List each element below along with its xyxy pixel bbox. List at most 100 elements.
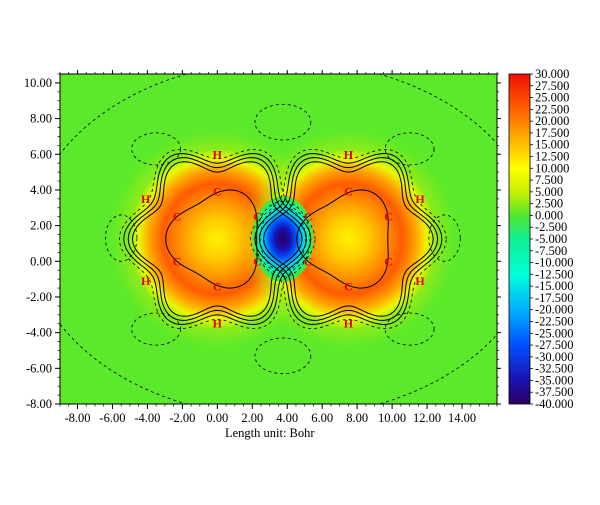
colorbar-label: 7.500 — [535, 173, 563, 187]
y-tick-label: -2.00 — [26, 290, 52, 304]
colorbar-label: -35.000 — [535, 373, 574, 387]
colorbar-label: 0.000 — [535, 208, 563, 222]
contour-line — [254, 337, 312, 375]
atom-label-c: C — [253, 254, 262, 268]
contour-line — [255, 201, 311, 277]
atom-label-c: C — [384, 210, 393, 224]
colorbar-label: 12.500 — [535, 150, 569, 164]
atom-label-c: C — [344, 279, 353, 293]
colorbar-label: -22.500 — [535, 315, 574, 329]
x-tick-label: 4.00 — [276, 411, 298, 425]
contour-line — [254, 152, 443, 326]
y-tick-label: 8.00 — [30, 112, 52, 126]
atom-label-h: H — [213, 317, 223, 331]
density-blobs — [119, 139, 447, 339]
atom-labels: H H H H C C C C C C H H H H C C C C C C — [141, 147, 425, 330]
x-tick-label: -8.00 — [64, 411, 90, 425]
atom-label-c: C — [304, 254, 313, 268]
y-tick-label: -4.00 — [26, 326, 52, 340]
potential-minimum — [252, 196, 314, 282]
contour-line — [131, 312, 182, 346]
atom-label-h: H — [213, 147, 223, 161]
colorbar-label: 27.500 — [535, 79, 569, 93]
y-tick-label: 10.00 — [24, 76, 52, 90]
x-tick-label: -4.00 — [134, 411, 160, 425]
x-axis: -8.00 -6.00 -4.00 -2.00 0.00 2.00 4.00 6.00 8.00… — [59, 70, 498, 425]
y-tick-label: -6.00 — [26, 361, 52, 375]
ring-lobe — [261, 149, 436, 329]
colorbar-label: 5.000 — [535, 185, 563, 199]
colorbar-label: -40.000 — [535, 397, 574, 411]
atom-label-c: C — [173, 210, 182, 224]
colorbar-label: 10.000 — [535, 161, 569, 175]
colorbar-label: -30.000 — [535, 350, 574, 364]
colorbar-label: -15.000 — [535, 279, 574, 293]
atom-label-h: H — [344, 317, 354, 331]
atom-label-h: H — [415, 274, 425, 288]
colorbar-label: 25.000 — [535, 91, 569, 105]
atom-label-c: C — [213, 279, 222, 293]
colorbar-label: -32.500 — [535, 362, 574, 376]
y-tick-label: 2.00 — [30, 219, 52, 233]
x-axis-title: Length unit: Bohr — [225, 426, 315, 440]
contour-line — [296, 189, 389, 289]
x-tick-label: 14.00 — [448, 411, 476, 425]
contour-line — [254, 103, 312, 141]
x-tick-label: -6.00 — [99, 411, 125, 425]
x-tick-label: 8.00 — [346, 411, 368, 425]
colorbar-label: -2.500 — [535, 220, 567, 234]
colorbar-label: 30.000 — [535, 67, 569, 81]
x-tick-label: 12.00 — [413, 411, 441, 425]
x-tick-label: 2.00 — [241, 411, 263, 425]
y-axis: 10.00 8.00 6.00 4.00 2.00 0.00 -2.00 -4.00 -6.00… — [24, 73, 501, 411]
atom-label-c: C — [253, 210, 262, 224]
contour-line — [258, 157, 439, 321]
colorbar-label: 22.500 — [535, 102, 569, 116]
plot-area — [60, 74, 497, 404]
atom-label-h: H — [415, 192, 425, 206]
x-tick-label: 6.00 — [311, 411, 333, 425]
colorbar-label: -7.500 — [535, 244, 567, 258]
contour-line — [384, 132, 435, 166]
atom-label-c: C — [173, 254, 182, 268]
atom-label-h: H — [344, 147, 354, 161]
contour-line — [428, 214, 461, 262]
contour-line — [384, 312, 435, 346]
x-tick-label: -2.00 — [169, 411, 195, 425]
contour-line — [250, 149, 447, 329]
colorbar-label: -10.000 — [535, 256, 574, 270]
y-tick-label: 0.00 — [30, 254, 52, 268]
colorbar-label: -25.000 — [535, 326, 574, 340]
colorbar-label: -20.000 — [535, 303, 574, 317]
colorbar-label: 15.000 — [535, 138, 569, 152]
colorbar-label: 17.500 — [535, 126, 569, 140]
contour-line — [263, 161, 434, 317]
x-tick-label: 0.00 — [206, 411, 228, 425]
colorbar-label: -37.500 — [535, 385, 574, 399]
y-tick-label: -8.00 — [26, 397, 52, 411]
contour-line — [131, 161, 303, 317]
colorbar-label: -27.500 — [535, 338, 574, 352]
atom-label-c: C — [304, 210, 313, 224]
contour-line — [105, 214, 138, 262]
y-tick-label: 6.00 — [30, 147, 52, 161]
colorbar-label: -17.500 — [535, 291, 574, 305]
colorbar-label: 20.000 — [535, 114, 569, 128]
contour-line — [259, 206, 306, 272]
atom-label-h: H — [141, 274, 151, 288]
colorbar-bar — [508, 73, 531, 405]
contour-lines — [60, 74, 497, 404]
contour-line — [131, 132, 182, 166]
contour-line — [127, 157, 308, 321]
contour-line — [165, 189, 258, 289]
atom-label-c: C — [344, 185, 353, 199]
y-tick-label: 4.00 — [30, 183, 52, 197]
colorbar-label: -5.000 — [535, 232, 567, 246]
atom-label-c: C — [384, 254, 393, 268]
atom-label-c: C — [213, 185, 222, 199]
colorbar-label: -12.500 — [535, 267, 574, 281]
contour-line — [123, 152, 312, 326]
colorbar: 30.00027.50025.00022.50020.00017.50015.0… — [508, 67, 574, 411]
contour-line — [118, 149, 316, 329]
